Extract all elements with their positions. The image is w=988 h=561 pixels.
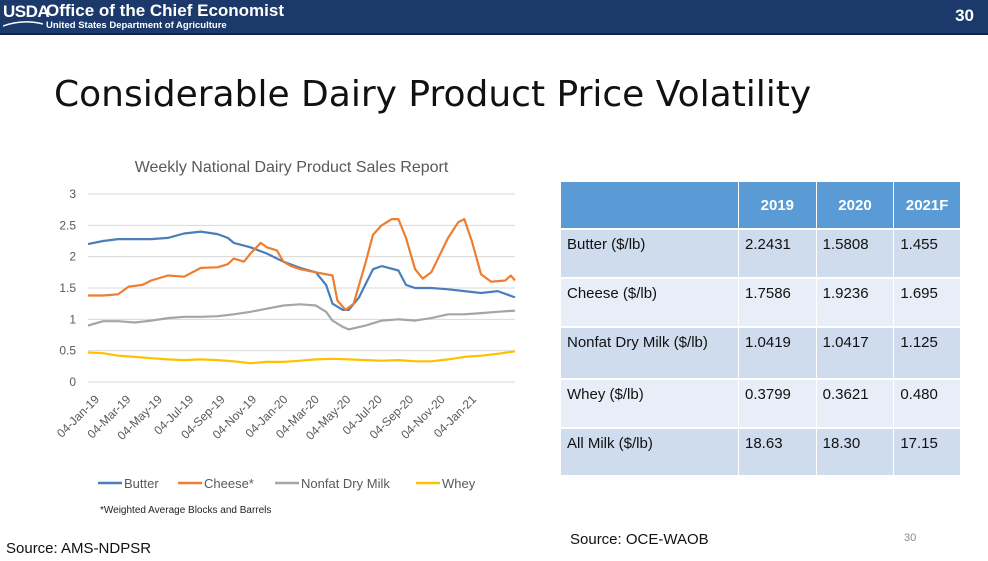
row-label: Butter ($/lb) <box>561 228 739 278</box>
chart-footnote: *Weighted Average Blocks and Barrels <box>100 505 272 516</box>
page-badge: 30 <box>955 6 974 25</box>
table-row: All Milk ($/lb) 18.63 18.30 17.15 <box>561 427 961 475</box>
y-tick-label: 3 <box>69 187 76 201</box>
chart-title: Weekly National Dairy Product Sales Repo… <box>135 159 449 176</box>
series-line-butter <box>87 230 516 311</box>
y-tick-label: 0.5 <box>59 344 76 358</box>
table-cell: 17.15 <box>893 427 961 475</box>
legend-label: Butter <box>124 476 159 491</box>
slide-title: Considerable Dairy Product Price Volatil… <box>54 74 812 115</box>
header-bar: USDA Office of the Chief Economist Unite… <box>0 0 988 35</box>
table-cell: 1.9236 <box>816 277 895 327</box>
table-cell: 18.30 <box>816 427 895 475</box>
series-line-whey <box>87 350 516 365</box>
series-line-cheese <box>88 217 516 311</box>
y-tick-label: 2.5 <box>59 218 76 232</box>
usda-logo-text: USDA <box>3 2 50 21</box>
legend-label: Nonfat Dry Milk <box>301 476 390 491</box>
org-subtitle: United States Department of Agriculture <box>46 20 227 31</box>
page-number: 30 <box>904 532 917 544</box>
table-cell: 0.3799 <box>738 378 817 428</box>
table-cell: 1.0417 <box>816 326 895 379</box>
table-cell: 0.480 <box>893 378 961 428</box>
series-line-nonfat-dry-milk <box>87 303 516 331</box>
row-label: Cheese ($/lb) <box>561 277 739 327</box>
table-row: Whey ($/lb) 0.3799 0.3621 0.480 <box>561 378 961 428</box>
source-right: Source: OCE-WAOB <box>570 531 709 548</box>
y-tick-label: 2 <box>69 250 76 264</box>
dairy-price-chart: Weekly National Dairy Product Sales Repo… <box>54 159 516 491</box>
table-row: Butter ($/lb) 2.2431 1.5808 1.455 <box>561 228 961 278</box>
table-row: Nonfat Dry Milk ($/lb) 1.0419 1.0417 1.1… <box>561 326 961 379</box>
y-tick-label: 1 <box>69 312 76 326</box>
table-cell: 1.125 <box>893 326 961 379</box>
table-cell: 1.0419 <box>738 326 817 379</box>
table-cell: 1.455 <box>893 228 961 278</box>
table-header-cell: 2020 <box>816 182 895 229</box>
table-cell: 0.3621 <box>816 378 895 428</box>
row-label: Whey ($/lb) <box>561 378 739 428</box>
table-header-cell: 2019 <box>738 182 817 229</box>
table-cell: 1.695 <box>893 277 961 327</box>
legend-label: Cheese* <box>204 476 254 491</box>
table-header-cell: 2021F <box>893 182 961 229</box>
table-header-cell <box>561 182 739 229</box>
source-left: Source: AMS-NDPSR <box>6 540 152 557</box>
usda-logo: USDA <box>3 2 50 27</box>
price-table: 2019 2020 2021F Butter ($/lb) 2.2431 1.5… <box>561 182 961 475</box>
row-label: Nonfat Dry Milk ($/lb) <box>561 326 739 379</box>
y-tick-label: 0 <box>69 375 76 389</box>
row-label: All Milk ($/lb) <box>561 427 739 475</box>
legend-label: Whey <box>442 476 476 491</box>
table-cell: 1.7586 <box>738 277 817 327</box>
table-row: Cheese ($/lb) 1.7586 1.9236 1.695 <box>561 277 961 327</box>
y-tick-label: 1.5 <box>59 281 76 295</box>
table-cell: 1.5808 <box>816 228 895 278</box>
table-header-row: 2019 2020 2021F <box>561 182 961 229</box>
org-title: Office of the Chief Economist <box>46 1 285 20</box>
usda-swoosh-icon <box>3 21 43 27</box>
table-cell: 18.63 <box>738 427 817 475</box>
table-cell: 2.2431 <box>738 228 817 278</box>
